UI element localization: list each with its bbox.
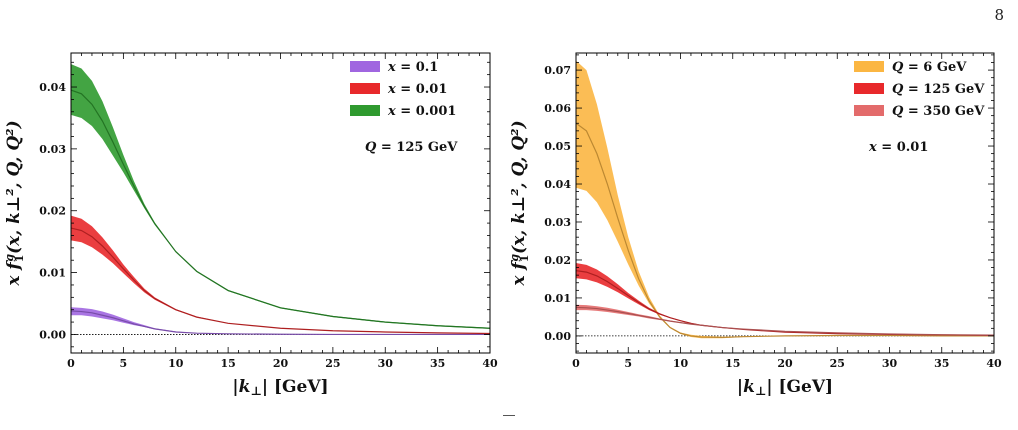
series-band-2 <box>576 304 994 336</box>
legend-label-0: Q = 6 GeV <box>892 60 967 75</box>
page-number: 8 <box>994 6 1004 24</box>
y-tick-label: 0.02 <box>544 254 571 267</box>
y-tick-label: 0.04 <box>39 81 66 94</box>
chart-annotation: x = 0.01 <box>868 140 928 155</box>
footer-mark <box>503 415 515 416</box>
x-tick-label: 35 <box>430 357 445 370</box>
series-line-0 <box>576 122 994 339</box>
y-tick-label: 0.00 <box>544 330 571 343</box>
x-tick-label: 5 <box>624 357 632 370</box>
y-tick-label: 0.00 <box>39 328 66 341</box>
series-line-0 <box>71 310 490 336</box>
y-tick-label: 0.06 <box>544 102 571 115</box>
chart-annotation: Q = 125 GeV <box>365 140 458 155</box>
x-tick-label: 10 <box>168 357 184 370</box>
legend-label-2: x = 0.001 <box>387 104 456 119</box>
x-tick-label: 0 <box>67 357 75 370</box>
x-axis-title: |k⊥| [GeV] <box>737 377 833 398</box>
series-line-1 <box>576 269 994 336</box>
y-tick-label: 0.03 <box>544 216 571 229</box>
series-band-1 <box>71 215 490 334</box>
y-tick-label: 0.01 <box>544 292 571 305</box>
series-line-2 <box>576 306 994 336</box>
chart-right: 0 5 10 15 20 25 30 35 40 0.00 0.01 0.02 0.03 0.04 0.05… <box>509 52 1002 398</box>
y-tick-label: 0.01 <box>39 267 66 280</box>
x-tick-label: 40 <box>482 357 498 370</box>
y-axis-title: x f1g(x, k⊥², Q, Q²) <box>509 120 531 286</box>
series-band-0 <box>576 60 994 339</box>
legend-label-1: Q = 125 GeV <box>892 82 985 97</box>
legend-label-2: Q = 350 GeV <box>892 104 985 119</box>
x-tick-label: 30 <box>882 357 898 370</box>
series-band-0 <box>71 307 490 335</box>
x-tick-label: 25 <box>325 357 340 370</box>
chart-left: 0 5 10 15 20 25 30 35 40 0.00 0.01 0.02 0.03 0.04 |k⊥|… <box>3 52 498 398</box>
series-line-1 <box>71 227 490 335</box>
x-tick-label: 10 <box>673 357 689 370</box>
y-axis-title: x f1g(x, k⊥², Q, Q²) <box>3 120 26 286</box>
legend-swatch-2 <box>854 105 884 116</box>
plot-frame <box>575 52 995 354</box>
y-tick-label: 0.04 <box>544 178 571 191</box>
plot-area <box>576 60 994 339</box>
legend-swatch-1 <box>350 83 380 94</box>
x-tick-label: 35 <box>934 357 949 370</box>
legend-label-1: x = 0.01 <box>387 82 447 97</box>
x-tick-label: 25 <box>830 357 845 370</box>
legend-swatch-0 <box>854 61 884 72</box>
x-tick-label: 30 <box>378 357 394 370</box>
y-tick-label: 0.07 <box>544 64 571 77</box>
plot-area <box>71 64 490 336</box>
legend-swatch-1 <box>854 83 884 94</box>
x-tick-label: 20 <box>273 357 289 370</box>
x-tick-label: 0 <box>572 357 580 370</box>
x-tick-label: 40 <box>986 357 1002 370</box>
x-tick-label: 15 <box>220 357 235 370</box>
y-tick-label: 0.03 <box>39 143 66 156</box>
x-axis-title: |k⊥| [GeV] <box>232 377 328 398</box>
legend-label-0: x = 0.1 <box>387 60 438 75</box>
x-tick-label: 20 <box>777 357 793 370</box>
x-tick-label: 5 <box>120 357 128 370</box>
legend-swatch-2 <box>350 105 380 116</box>
y-tick-label: 0.05 <box>544 140 571 153</box>
y-tick-label: 0.02 <box>39 205 66 218</box>
legend-swatch-0 <box>350 61 380 72</box>
x-tick-label: 15 <box>725 357 740 370</box>
series-line-2 <box>71 89 490 329</box>
